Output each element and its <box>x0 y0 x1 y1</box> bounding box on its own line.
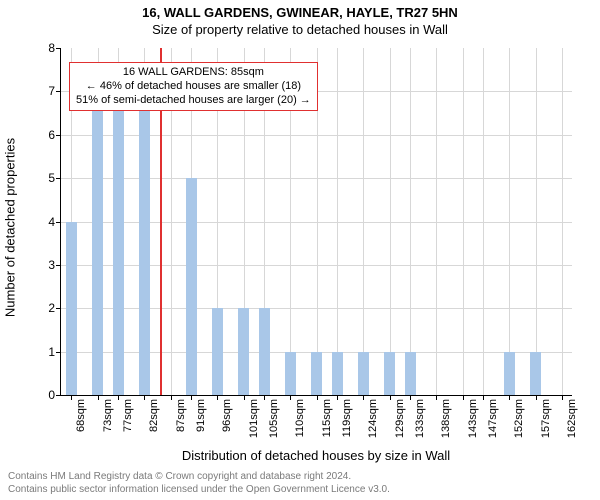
chart-area: 01234567868sqm73sqm77sqm82sqm87sqm91sqm9… <box>60 48 572 426</box>
xtick-label: 87sqm <box>175 399 187 432</box>
x-axis-label: Distribution of detached houses by size … <box>60 448 572 463</box>
xtick-label: 124sqm <box>367 399 379 438</box>
xtick-mark <box>436 395 437 400</box>
xtick-label: 101sqm <box>248 399 260 438</box>
annotation-line: 16 WALL GARDENS: 85sqm <box>76 66 311 80</box>
gridline-v <box>483 48 484 395</box>
xtick-label: 68sqm <box>75 399 87 432</box>
bar <box>212 308 222 395</box>
ytick-label: 1 <box>35 345 61 359</box>
xtick-mark <box>217 395 218 400</box>
xtick-mark <box>71 395 72 400</box>
xtick-label: 119sqm <box>341 399 353 437</box>
xtick-label: 129sqm <box>394 399 406 438</box>
xtick-mark <box>390 395 391 400</box>
xtick-mark <box>317 395 318 400</box>
xtick-mark <box>191 395 192 400</box>
xtick-label: 147sqm <box>487 399 499 438</box>
gridline-v <box>337 48 338 395</box>
ytick-label: 7 <box>35 84 61 98</box>
xtick-mark <box>363 395 364 400</box>
xtick-label: 73sqm <box>102 399 114 432</box>
bar <box>530 352 540 395</box>
xtick-mark <box>410 395 411 400</box>
xtick-mark <box>562 395 563 400</box>
xtick-label: 77sqm <box>122 399 134 432</box>
ytick-label: 5 <box>35 171 61 185</box>
bar <box>285 352 295 395</box>
annotation-line: ← 46% of detached houses are smaller (18… <box>76 80 311 94</box>
xtick-label: 133sqm <box>414 399 426 438</box>
chart-title: 16, WALL GARDENS, GWINEAR, HAYLE, TR27 5… <box>0 0 600 20</box>
gridline-v <box>410 48 411 395</box>
bar <box>186 178 196 395</box>
xtick-mark <box>463 395 464 400</box>
bar <box>504 352 514 395</box>
bar <box>311 352 321 395</box>
ytick-label: 4 <box>35 215 61 229</box>
gridline-v <box>436 48 437 395</box>
gridline-v <box>536 48 537 395</box>
xtick-mark <box>144 395 145 400</box>
annotation-line: 51% of semi-detached houses are larger (… <box>76 94 311 108</box>
ytick-label: 6 <box>35 128 61 142</box>
xtick-label: 115sqm <box>321 399 333 437</box>
xtick-mark <box>337 395 338 400</box>
bar <box>66 222 76 396</box>
annotation-box: 16 WALL GARDENS: 85sqm← 46% of detached … <box>69 62 318 111</box>
bar <box>384 352 394 395</box>
ytick-label: 0 <box>35 388 61 402</box>
bar <box>332 352 342 395</box>
xtick-mark <box>244 395 245 400</box>
bar <box>92 91 102 395</box>
bar <box>139 91 149 395</box>
xtick-mark <box>118 395 119 400</box>
xtick-label: 105sqm <box>268 399 280 438</box>
xtick-label: 152sqm <box>513 399 525 438</box>
gridline-v <box>390 48 391 395</box>
xtick-mark <box>483 395 484 400</box>
footer-line-2: Contains public sector information licen… <box>8 483 390 496</box>
ytick-label: 8 <box>35 41 61 55</box>
gridline-v <box>562 48 563 395</box>
chart-subtitle: Size of property relative to detached ho… <box>0 20 600 37</box>
xtick-label: 143sqm <box>467 399 479 438</box>
xtick-mark <box>290 395 291 400</box>
bar <box>358 352 368 395</box>
xtick-label: 157sqm <box>540 399 552 438</box>
xtick-mark <box>264 395 265 400</box>
footer-attribution: Contains HM Land Registry data © Crown c… <box>8 470 390 496</box>
xtick-label: 82sqm <box>148 399 160 432</box>
plot-area: 01234567868sqm73sqm77sqm82sqm87sqm91sqm9… <box>60 48 572 396</box>
footer-line-1: Contains HM Land Registry data © Crown c… <box>8 470 390 483</box>
gridline-v <box>509 48 510 395</box>
bar <box>259 308 269 395</box>
xtick-mark <box>171 395 172 400</box>
xtick-label: 138sqm <box>440 399 452 438</box>
gridline-v <box>463 48 464 395</box>
xtick-label: 110sqm <box>294 399 306 437</box>
xtick-mark <box>536 395 537 400</box>
bar <box>405 352 415 395</box>
ytick-label: 2 <box>35 301 61 315</box>
xtick-mark <box>509 395 510 400</box>
xtick-label: 96sqm <box>221 399 233 432</box>
xtick-label: 91sqm <box>195 399 207 432</box>
y-axis-label: Number of detached properties <box>3 138 18 317</box>
bar <box>238 308 248 395</box>
xtick-label: 162sqm <box>566 399 578 438</box>
gridline-v <box>363 48 364 395</box>
ytick-label: 3 <box>35 258 61 272</box>
bar <box>113 91 123 395</box>
xtick-mark <box>98 395 99 400</box>
